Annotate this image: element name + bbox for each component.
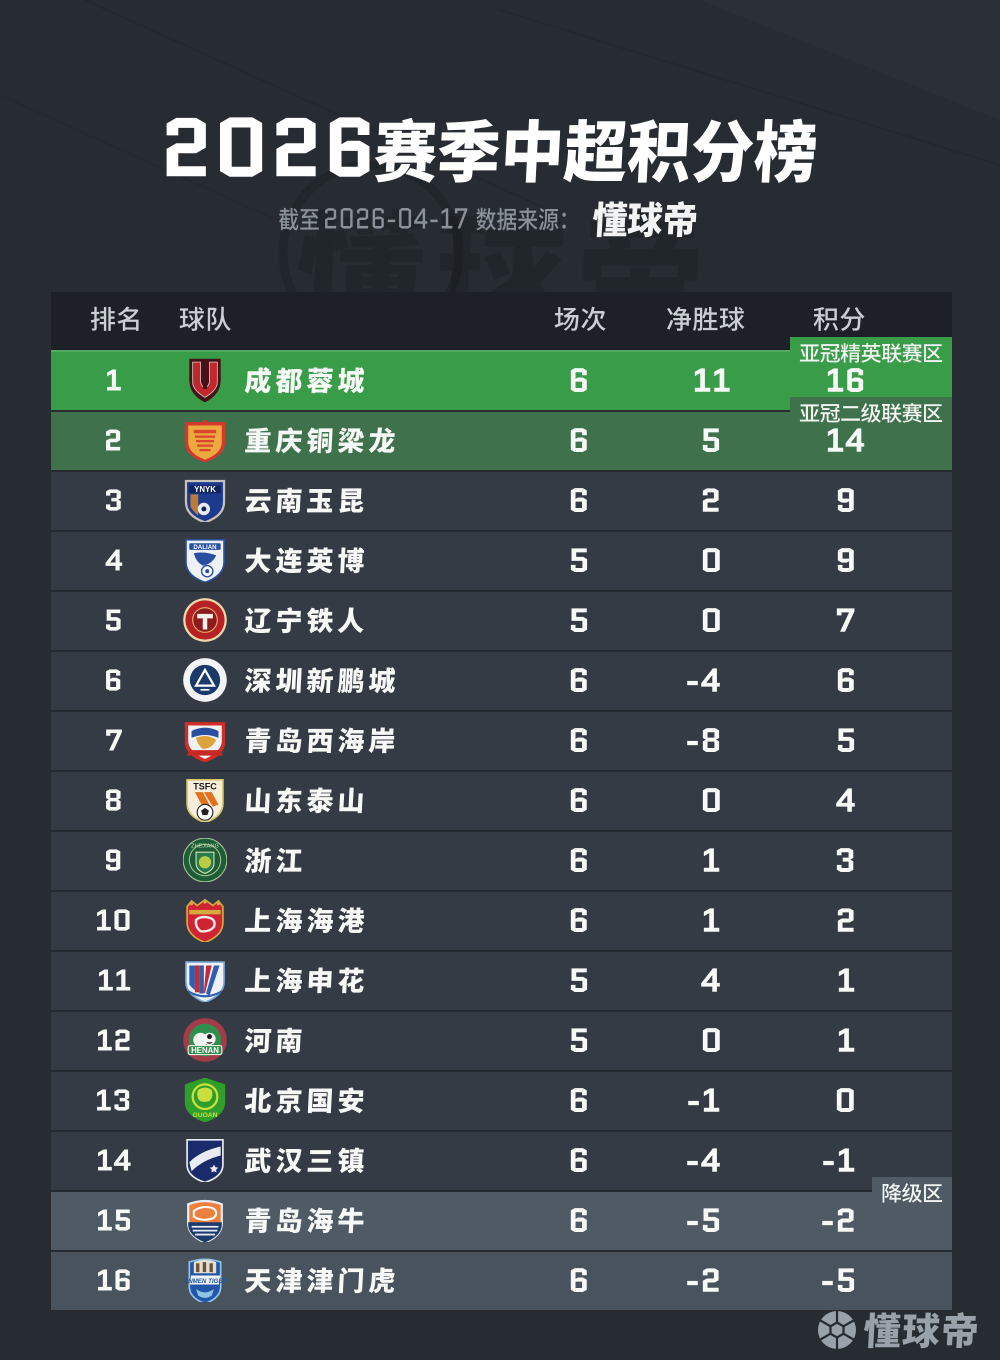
svg-text:TSFC: TSFC — [193, 781, 217, 791]
svg-text:HENAN: HENAN — [191, 1046, 219, 1055]
svg-text:DALIAN: DALIAN — [193, 544, 217, 551]
svg-text:YNYK: YNYK — [194, 485, 216, 494]
svg-text:JINMEN TIGER: JINMEN TIGER — [183, 1278, 227, 1285]
svg-text:GUOAN: GUOAN — [192, 1112, 217, 1119]
svg-text:ZHEJIANG: ZHEJIANG — [191, 844, 219, 850]
